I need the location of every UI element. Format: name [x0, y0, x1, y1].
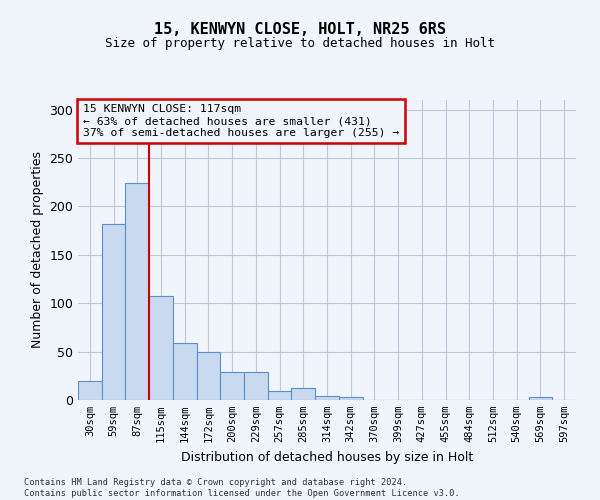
- Bar: [125, 183, 149, 400]
- Text: Contains HM Land Registry data © Crown copyright and database right 2024.
Contai: Contains HM Land Registry data © Crown c…: [24, 478, 460, 498]
- Bar: [529, 397, 552, 400]
- Text: 15, KENWYN CLOSE, HOLT, NR25 6RS: 15, KENWYN CLOSE, HOLT, NR25 6RS: [154, 22, 446, 38]
- Bar: [78, 380, 102, 400]
- Y-axis label: Number of detached properties: Number of detached properties: [31, 152, 44, 348]
- Bar: [292, 388, 315, 400]
- Bar: [268, 392, 292, 400]
- Text: Size of property relative to detached houses in Holt: Size of property relative to detached ho…: [105, 38, 495, 51]
- Bar: [102, 224, 125, 400]
- X-axis label: Distribution of detached houses by size in Holt: Distribution of detached houses by size …: [181, 450, 473, 464]
- Text: 15 KENWYN CLOSE: 117sqm
← 63% of detached houses are smaller (431)
37% of semi-d: 15 KENWYN CLOSE: 117sqm ← 63% of detache…: [83, 104, 399, 138]
- Bar: [149, 296, 173, 400]
- Bar: [315, 396, 339, 400]
- Bar: [244, 372, 268, 400]
- Bar: [220, 372, 244, 400]
- Bar: [197, 352, 220, 400]
- Bar: [339, 397, 362, 400]
- Bar: [173, 343, 197, 400]
